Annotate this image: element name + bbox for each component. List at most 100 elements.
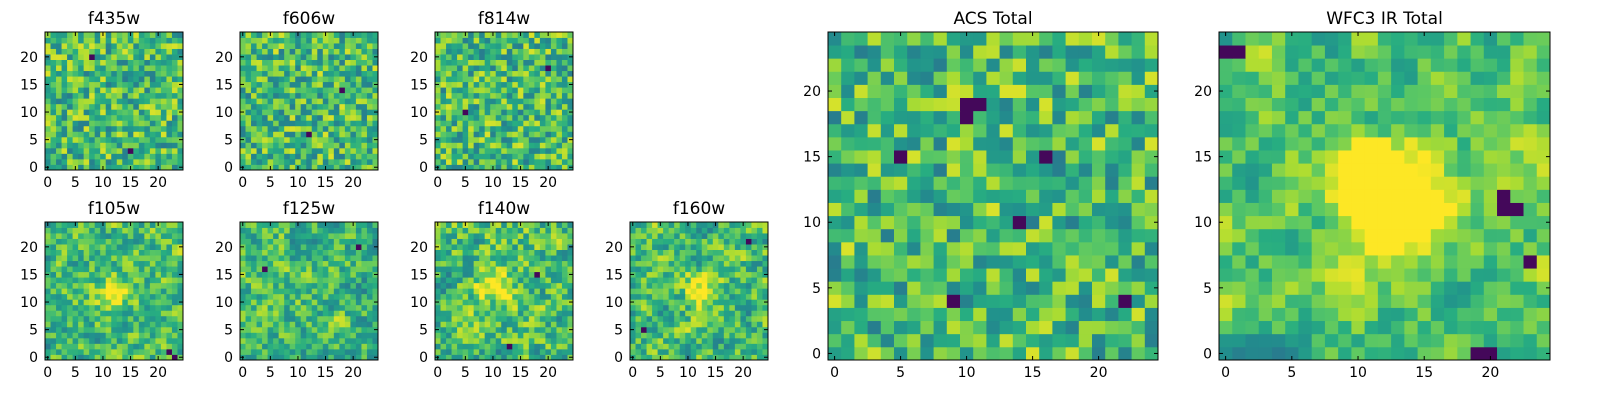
heatmap-cell [550, 125, 557, 132]
heatmap-cell [556, 310, 563, 317]
heatmap-cell [116, 282, 123, 289]
heatmap-cell [545, 136, 552, 143]
heatmap-cell [517, 332, 524, 339]
heatmap-cell [663, 249, 670, 256]
heatmap-cell [756, 326, 763, 333]
heatmap-cell [740, 293, 747, 300]
heatmap-cell [311, 98, 318, 105]
heatmap-cell [701, 227, 708, 234]
heatmap-cell [1118, 281, 1132, 295]
heatmap-cell [300, 92, 307, 99]
heatmap-cell [67, 260, 73, 267]
heatmap-cell [350, 59, 357, 66]
heatmap-cell [160, 158, 167, 165]
heatmap-cell [668, 277, 675, 284]
heatmap-cell [473, 109, 480, 116]
heatmap-cell [344, 32, 351, 38]
heatmap-cell [685, 337, 692, 344]
heatmap-cell [133, 59, 140, 66]
heatmap-cell [94, 321, 101, 328]
heatmap-cell [473, 32, 480, 38]
heatmap-cell [45, 227, 51, 234]
heatmap-cell [149, 222, 156, 228]
heatmap-cell [446, 299, 452, 306]
heatmap-cell [45, 277, 51, 284]
heatmap-cell [435, 120, 441, 127]
heatmap-cell [652, 348, 658, 355]
heatmap-cell [999, 281, 1014, 295]
heatmap-cell [155, 114, 162, 121]
heatmap-cell [295, 260, 302, 267]
heatmap-cell [718, 321, 725, 328]
heatmap-cell [652, 222, 658, 228]
heatmap-cell [734, 238, 741, 245]
heatmap-cell [517, 343, 524, 350]
heatmap-cell [973, 215, 987, 230]
heatmap-cell [440, 310, 447, 317]
heatmap-cell [144, 348, 151, 355]
heatmap-cell [361, 142, 368, 149]
heatmap-cell [652, 310, 658, 317]
heatmap-cell [366, 153, 373, 160]
heatmap-cell [122, 87, 129, 94]
heatmap-cell [372, 343, 379, 350]
heatmap-cell [657, 271, 664, 278]
heatmap-cell [177, 293, 184, 300]
heatmap-cell [561, 65, 568, 72]
heatmap-cell [468, 76, 475, 83]
heatmap-cell [100, 114, 107, 121]
heatmap-cell [366, 249, 373, 256]
heatmap-cell [83, 249, 90, 256]
heatmap-cell [973, 307, 987, 322]
heatmap-cell [339, 158, 346, 165]
heatmap-cell [67, 348, 73, 355]
heatmap-cell [339, 54, 346, 60]
heatmap-cell [50, 48, 57, 55]
heatmap-cell [517, 109, 524, 116]
heatmap-cell [545, 293, 552, 300]
heatmap-cell [317, 158, 324, 165]
heatmap-cell [854, 346, 868, 361]
heatmap-cell [251, 337, 257, 344]
heatmap-cell [457, 70, 463, 77]
heatmap-cell [144, 65, 151, 72]
heatmap-cell [479, 293, 486, 300]
heatmap-cell [435, 315, 441, 322]
heatmap-cell [50, 114, 57, 121]
heatmap-cell [61, 43, 68, 49]
heatmap-cell [256, 114, 263, 121]
heatmap-cell [366, 299, 373, 306]
heatmap-cell [171, 310, 178, 317]
heatmap-cell [440, 136, 447, 143]
heatmap-cell [306, 277, 313, 284]
heatmap-cell [506, 304, 513, 311]
x-tick-label: 20 [539, 365, 557, 381]
heatmap-cell [83, 164, 90, 171]
heatmap-cell [166, 125, 173, 132]
heatmap-cell [545, 142, 552, 149]
heatmap-cell [355, 222, 362, 228]
heatmap-cell [641, 332, 647, 339]
heatmap-cell [67, 271, 73, 278]
heatmap-cell [550, 120, 557, 127]
heatmap-cell [89, 153, 96, 160]
heatmap-cell [105, 354, 112, 361]
heatmap-cell [479, 147, 486, 154]
heatmap-cell [506, 282, 513, 289]
heatmap-cell [116, 120, 123, 127]
heatmap-cell [685, 332, 692, 339]
heatmap-cell [854, 228, 868, 243]
heatmap-cell [300, 249, 307, 256]
heatmap-cell [663, 332, 670, 339]
heatmap-cell [762, 343, 769, 350]
heatmap-cell [111, 48, 118, 55]
heatmap-cell [366, 304, 373, 311]
heatmap-cell [550, 65, 557, 72]
heatmap-cell [67, 310, 73, 317]
heatmap-cell [83, 271, 90, 278]
heatmap-cell [284, 266, 291, 273]
heatmap-cell [440, 288, 447, 295]
heatmap-cell [657, 233, 664, 239]
heatmap-cell [539, 304, 546, 311]
